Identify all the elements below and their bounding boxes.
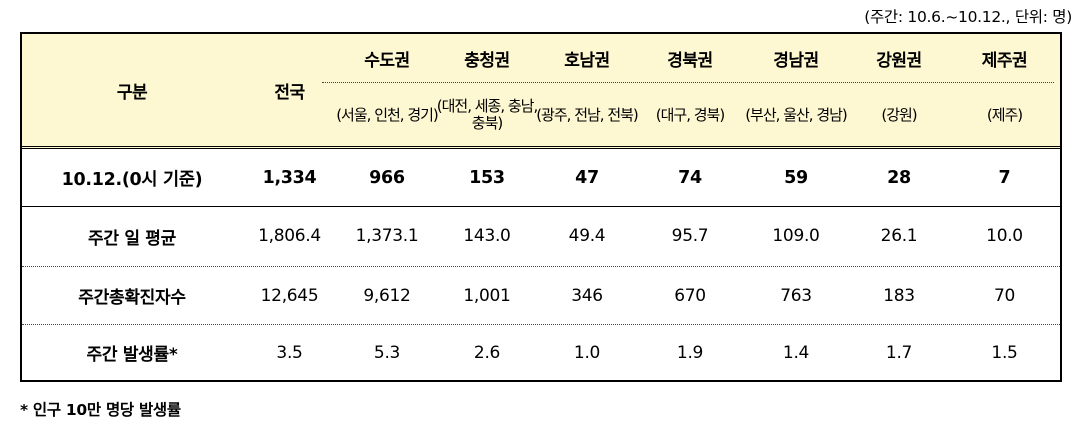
row-divider [22, 206, 1060, 207]
header-region-name: 강원권 [876, 50, 922, 71]
table-cell: 1.4 [782, 342, 810, 363]
header-region-sub: (제주) [986, 105, 1023, 124]
header-region-name: 충청권 [464, 50, 510, 71]
table-cell: 95.7 [671, 226, 709, 246]
table-cell: 183 [883, 285, 915, 306]
table-cell: 153 [469, 168, 505, 188]
row-divider [22, 266, 1060, 267]
table-cell: 49.4 [568, 226, 606, 246]
table-row: 주간 발생률* 3.5 5.3 2.6 1.0 1.9 1.4 1.7 1.5 [22, 325, 1060, 380]
table-cell: 70 [993, 285, 1016, 306]
table-header: 구분 전국 수도권 (서울, 인천, 경기) 충청권 (대전, 세종, 충남, … [22, 34, 1060, 149]
table-cell: 1.0 [573, 342, 601, 363]
table-cell: 9,612 [363, 285, 411, 306]
header-region-sub: (대구, 경북) [655, 105, 725, 124]
table-row: 10.12.(0시 기준) 1,334 966 153 47 74 59 28 … [22, 150, 1060, 206]
table-cell: 1,334 [262, 168, 317, 188]
table-cell: 26.1 [880, 226, 918, 246]
table-cell: 28 [887, 168, 911, 188]
header-divider [322, 82, 1054, 83]
row-label: 주간총확진자수 [78, 288, 186, 308]
table-row: 주간 일 평균 1,806.4 1,373.1 143.0 49.4 95.7 … [22, 207, 1060, 265]
header-region-sub: (부산, 울산, 경남) [745, 105, 848, 124]
header-region-sub: (강원) [881, 105, 917, 124]
unit-note: (주간: 10.6.~10.12., 단위: 명) [864, 8, 1072, 26]
header-region-name: 경북권 [667, 50, 713, 71]
table-cell: 763 [780, 285, 812, 306]
table-cell: 1,001 [463, 285, 511, 306]
table-cell: 1.7 [885, 342, 913, 363]
table-cell: 10.0 [986, 226, 1023, 246]
header-region-name: 제주권 [981, 50, 1028, 71]
table-cell: 1,373.1 [355, 226, 419, 246]
table-cell: 12,645 [260, 285, 319, 306]
table-cell: 1.9 [676, 342, 704, 363]
table-cell: 109.0 [772, 226, 820, 246]
header-region-name: 수도권 [364, 50, 410, 71]
table-cell: 47 [575, 168, 599, 188]
header-region-name: 호남권 [564, 50, 610, 71]
header-region-sub: (대전, 세종, 충남, 충북) [436, 97, 539, 132]
table-cell: 2.6 [473, 342, 501, 363]
table-cell: 1,806.4 [258, 226, 321, 246]
regional-cases-table: 구분 전국 수도권 (서울, 인천, 경기) 충청권 (대전, 세종, 충남, … [20, 32, 1062, 382]
table-cell: 59 [784, 168, 808, 188]
table-cell: 1.5 [991, 342, 1018, 363]
table-cell: 670 [674, 285, 706, 306]
table-cell: 7 [998, 168, 1011, 188]
table-cell: 74 [678, 168, 702, 188]
row-label: 주간 발생률* [86, 345, 178, 365]
header-national: 전국 [274, 82, 305, 103]
table-cell: 3.5 [276, 342, 303, 363]
table-cell: 5.3 [373, 342, 401, 363]
table-cell: 346 [571, 285, 603, 306]
header-category: 구분 [116, 82, 148, 103]
table-row: 주간총확진자수 12,645 9,612 1,001 346 670 763 1… [22, 267, 1060, 324]
row-divider [22, 324, 1060, 325]
header-region-sub: (광주, 전남, 전북) [536, 105, 639, 124]
table-cell: 143.0 [463, 226, 511, 246]
header-region-name: 경남권 [773, 50, 819, 71]
header-region-sub: (서울, 인천, 경기) [336, 105, 439, 124]
table-cell: 966 [369, 168, 405, 188]
row-label: 주간 일 평균 [88, 228, 176, 249]
footnote: * 인구 10만 명당 발생률 [20, 401, 181, 419]
row-label: 10.12.(0시 기준) [61, 169, 203, 190]
